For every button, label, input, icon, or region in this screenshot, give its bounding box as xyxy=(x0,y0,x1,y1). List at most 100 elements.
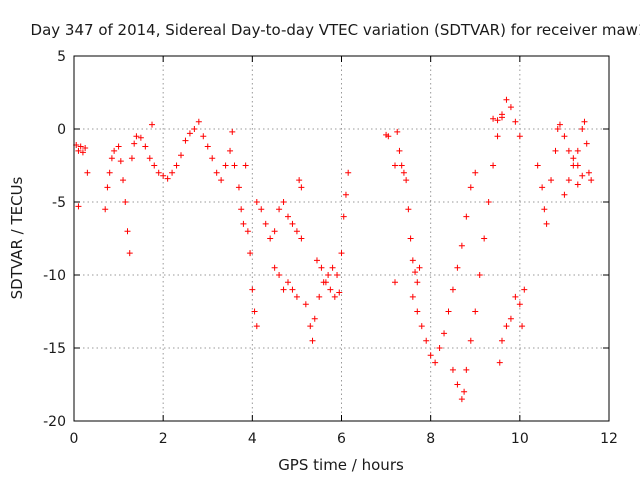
data-point xyxy=(247,250,254,257)
data-point xyxy=(405,206,412,213)
data-point xyxy=(164,175,171,182)
data-point xyxy=(507,104,514,111)
data-point xyxy=(102,206,109,213)
data-point xyxy=(409,257,416,264)
data-point xyxy=(296,177,303,184)
data-point xyxy=(412,269,419,276)
data-point xyxy=(565,177,572,184)
data-point xyxy=(340,213,347,220)
data-point xyxy=(128,155,135,162)
data-point xyxy=(280,199,287,205)
data-point xyxy=(191,126,198,132)
data-point xyxy=(285,279,291,286)
data-point xyxy=(322,279,329,286)
data-point xyxy=(485,199,492,205)
x-tick-label: 2 xyxy=(159,431,168,447)
y-tick-label: 5 xyxy=(57,49,66,65)
data-point xyxy=(414,308,421,315)
data-point xyxy=(561,191,568,198)
data-point xyxy=(392,162,398,169)
data-point xyxy=(186,130,193,137)
data-point xyxy=(124,228,131,235)
data-point xyxy=(499,114,505,121)
data-point xyxy=(325,272,332,278)
data-point xyxy=(481,235,488,242)
data-point xyxy=(307,323,314,330)
data-point xyxy=(574,181,581,188)
data-point xyxy=(146,155,153,162)
data-point xyxy=(213,169,220,176)
data-point xyxy=(472,308,479,315)
data-point xyxy=(407,235,414,242)
data-point xyxy=(400,169,407,176)
data-point xyxy=(262,220,269,227)
data-point xyxy=(200,133,207,140)
data-point xyxy=(512,293,519,300)
plot-frame xyxy=(73,55,610,422)
data-point xyxy=(394,128,401,135)
data-point xyxy=(244,228,251,235)
data-point xyxy=(178,152,184,159)
data-point xyxy=(293,293,300,300)
data-point xyxy=(512,118,519,125)
data-point xyxy=(75,147,82,154)
data-point xyxy=(84,169,91,176)
grid-lines xyxy=(74,56,609,421)
data-point xyxy=(441,330,448,337)
x-axis-label: GPS time / hours xyxy=(278,456,404,474)
y-tick-label: -5 xyxy=(52,195,66,211)
data-point xyxy=(454,381,461,388)
data-point xyxy=(507,315,514,322)
data-point xyxy=(115,143,122,150)
data-point xyxy=(253,199,260,205)
data-point xyxy=(476,272,483,278)
x-tick-label: 10 xyxy=(511,431,529,447)
data-point xyxy=(298,184,305,191)
data-point xyxy=(182,137,189,144)
data-point xyxy=(556,121,563,128)
data-point xyxy=(496,359,503,366)
data-point xyxy=(561,133,568,140)
data-point xyxy=(461,388,468,395)
data-point xyxy=(293,228,300,235)
data-point xyxy=(149,121,156,128)
data-point xyxy=(336,289,343,296)
data-point xyxy=(449,286,456,293)
data-point xyxy=(338,250,345,257)
data-point xyxy=(583,140,590,147)
y-axis-label: SDTVAR / TECUs xyxy=(8,176,26,299)
data-point xyxy=(385,133,392,140)
data-point xyxy=(565,147,572,154)
data-point xyxy=(345,169,352,176)
data-point xyxy=(289,286,296,293)
data-point xyxy=(554,126,561,132)
data-point xyxy=(570,155,577,162)
data-point xyxy=(423,337,430,344)
data-point xyxy=(249,286,256,293)
data-point xyxy=(302,301,309,308)
data-point xyxy=(271,264,278,271)
data-point xyxy=(104,184,111,191)
data-point xyxy=(209,155,216,162)
data-point xyxy=(251,308,258,315)
data-point xyxy=(499,337,505,344)
data-point xyxy=(463,213,470,220)
data-point xyxy=(77,143,84,150)
data-point xyxy=(449,366,456,373)
data-point xyxy=(173,162,180,169)
data-point xyxy=(285,213,291,220)
data-point xyxy=(253,323,260,330)
data-point xyxy=(396,147,403,154)
data-point xyxy=(398,162,405,169)
data-point xyxy=(126,250,133,257)
data-point xyxy=(445,308,452,315)
data-point xyxy=(463,366,470,373)
data-point xyxy=(329,264,336,271)
data-point xyxy=(427,352,434,359)
data-points xyxy=(73,96,595,403)
data-point xyxy=(494,117,501,124)
data-point xyxy=(327,286,334,293)
data-point xyxy=(467,184,474,191)
data-point xyxy=(240,220,247,227)
